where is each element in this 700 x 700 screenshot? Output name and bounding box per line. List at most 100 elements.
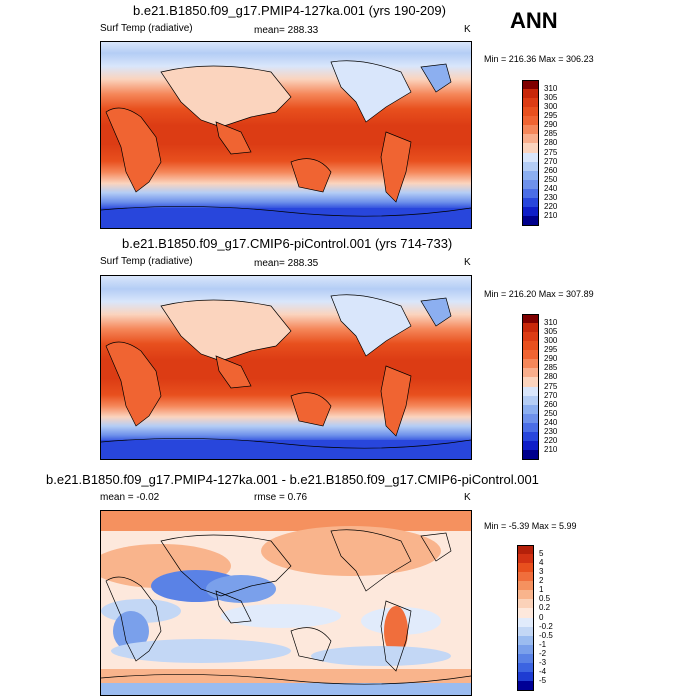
colorbar-2-tick-label: 220 [544, 435, 558, 445]
colorbar-2-swatch [522, 359, 539, 369]
colorbar-1-tick-label: 260 [544, 165, 558, 175]
panel-2-variable: Surf Temp (radiative) [100, 256, 193, 267]
colorbar-1-swatch [522, 197, 539, 208]
colorbar-2-swatch [522, 386, 539, 397]
colorbar-2-swatch [522, 368, 539, 378]
colorbar-2-tick-label: 270 [544, 390, 558, 400]
colorbar-3-tick-label: -0.2 [539, 621, 553, 631]
colorbar-3-swatch [517, 554, 534, 564]
panel-1-minmax: Min = 216.36 Max = 306.23 [484, 54, 594, 64]
colorbar-3-tick-label: 5 [539, 549, 544, 559]
colorbar-3-swatch [517, 680, 534, 691]
colorbar-3-swatch [517, 671, 534, 682]
panel-3-rmse: rmse = 0.76 [254, 492, 308, 503]
colorbar-1-tick-label: 230 [544, 192, 558, 202]
colorbar-2-tick-label: 280 [544, 372, 558, 382]
colorbar-1-tick-label: 295 [544, 111, 558, 121]
panel-2-minmax: Min = 216.20 Max = 307.89 [484, 289, 594, 299]
colorbar-1-tick-label: 290 [544, 120, 558, 130]
colorbar-2-tick-label: 230 [544, 426, 558, 436]
colorbar-1-swatch [522, 98, 539, 108]
colorbar-1-tick-label: 210 [544, 210, 558, 220]
colorbar-3-swatch [517, 563, 534, 573]
colorbar-3-swatch [517, 662, 534, 673]
colorbar-3-swatch [517, 599, 534, 609]
colorbar-3-swatch [517, 653, 534, 664]
panel-3-map [100, 510, 472, 696]
colorbar-2-tick-label: 250 [544, 408, 558, 418]
colorbar-3-tick-label: -3 [539, 657, 547, 667]
colorbar-3-tick-label: 3 [539, 567, 544, 577]
colorbar-2-tick-label: 295 [544, 345, 558, 355]
colorbar-3-tick-label: -5 [539, 675, 547, 685]
colorbar-3-tick-label: 0.5 [539, 594, 551, 604]
panel-1-title: b.e21.B1850.f09_g17.PMIP4-127ka.001 (yrs… [133, 3, 446, 18]
colorbar-1-tick-label: 275 [544, 147, 558, 157]
colorbar-3-swatch [517, 617, 534, 628]
panel-3-title: b.e21.B1850.f09_g17.PMIP4-127ka.001 - b.… [46, 472, 539, 487]
colorbar-1-tick-label: 280 [544, 138, 558, 148]
colorbar-1-swatch [522, 206, 539, 217]
colorbar-1-swatch [522, 80, 539, 90]
colorbar-1-swatch [522, 134, 539, 144]
colorbar-1-swatch [522, 107, 539, 117]
colorbar-3-swatch [517, 644, 534, 655]
colorbar-2-swatch [522, 341, 539, 351]
colorbar-2-tick-label: 305 [544, 327, 558, 337]
colorbar-3-tick-label: 0.2 [539, 603, 551, 613]
colorbar-2-swatch [522, 323, 539, 333]
colorbar-2-tick-label: 285 [544, 363, 558, 373]
colorbar-3-swatch [517, 608, 534, 618]
colorbar-2-tick-label: 300 [544, 336, 558, 346]
colorbar-2-swatch [522, 395, 539, 406]
panel-3-minmax: Min = -5.39 Max = 5.99 [484, 521, 577, 531]
colorbar-1-swatch [522, 161, 539, 172]
colorbar-2-swatch [522, 440, 539, 451]
colorbar-2-swatch [522, 377, 539, 387]
colorbar-2-swatch [522, 350, 539, 360]
colorbar-1-swatch [522, 152, 539, 163]
colorbar-2-swatch [522, 413, 539, 424]
colorbar-1-tick-label: 285 [544, 129, 558, 139]
colorbar-2-tick-label: 290 [544, 354, 558, 364]
panel-1-variable: Surf Temp (radiative) [100, 23, 193, 34]
panel-2-title: b.e21.B1850.f09_g17.CMIP6-piControl.001 … [122, 236, 453, 251]
colorbar-3-swatch [517, 572, 534, 582]
colorbar-3-tick-label: 4 [539, 558, 544, 568]
colorbar-2-tick-label: 210 [544, 444, 558, 454]
colorbar-2-tick-label: 260 [544, 399, 558, 409]
colorbar-1: 310 305 300 295 290 285 280 275 270 260 250 240 230 2… [522, 80, 582, 226]
panel-1-mean: mean= 288.33 [254, 25, 319, 36]
colorbar-2-tick-label: 310 [544, 318, 558, 328]
colorbar-3-swatch [517, 635, 534, 646]
colorbar-3-tick-label: 0 [539, 612, 544, 622]
colorbar-3-tick-label: -4 [539, 666, 547, 676]
colorbar-3-swatch [517, 626, 534, 637]
colorbar-1-swatch [522, 188, 539, 199]
colorbar-2-swatch [522, 431, 539, 442]
panel-2-mean: mean= 288.35 [254, 258, 319, 269]
colorbar-3-tick-label: 2 [539, 576, 544, 586]
colorbar-1-tick-label: 305 [544, 93, 558, 103]
panel-1-map [100, 41, 472, 229]
colorbar-2-swatch [522, 314, 539, 324]
colorbar-3-tick-label: -1 [539, 639, 547, 649]
colorbar-2-swatch [522, 422, 539, 433]
colorbar-1-tick-label: 240 [544, 183, 558, 193]
colorbar-3-swatch [517, 581, 534, 591]
colorbar-3-tick-label: -2 [539, 648, 547, 658]
colorbar-1-swatch [522, 125, 539, 135]
season-label: ANN [510, 8, 558, 33]
colorbar-1-swatch [522, 116, 539, 126]
colorbar-1-tick-label: 310 [544, 84, 558, 94]
colorbar-3-tick-label: 1 [539, 585, 544, 595]
colorbar-1-swatch [522, 179, 539, 190]
panel-3-mean: mean = -0.02 [100, 492, 160, 503]
colorbar-1-swatch [522, 170, 539, 181]
colorbar-1-tick-label: 270 [544, 156, 558, 166]
colorbar-1-tick-label: 300 [544, 102, 558, 112]
panel-3-units: K [464, 492, 471, 503]
colorbar-3-tick-label: -0.5 [539, 630, 553, 640]
panel-1-units: K [464, 24, 471, 35]
